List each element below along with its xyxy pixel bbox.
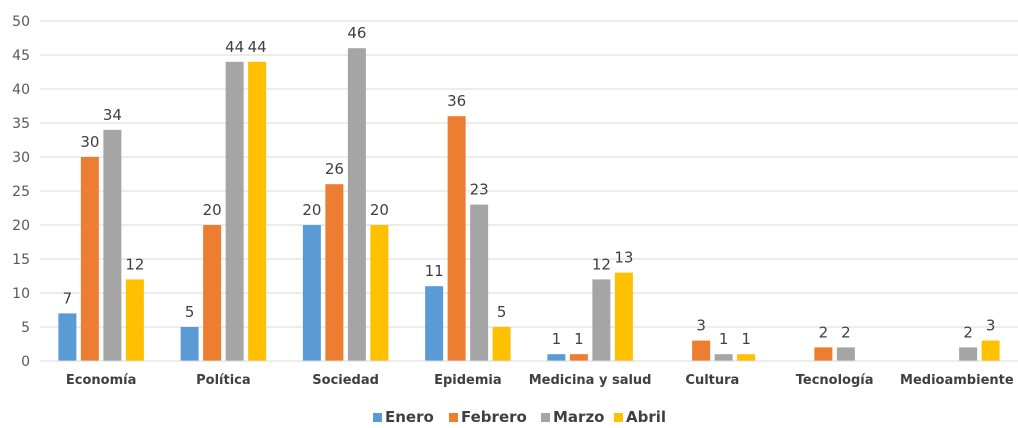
data-label: 3 — [696, 317, 706, 335]
data-label: 3 — [986, 317, 996, 335]
bar — [325, 184, 344, 361]
data-label: 2 — [819, 323, 829, 341]
bar — [203, 225, 222, 361]
y-tick-label: 10 — [12, 286, 30, 302]
category-label: Política — [196, 373, 251, 388]
data-label: 1 — [719, 330, 729, 348]
bars — [58, 48, 1000, 362]
y-tick-label: 20 — [12, 218, 30, 234]
bar — [547, 354, 566, 361]
data-label: 23 — [470, 181, 489, 199]
data-label: 2 — [841, 323, 851, 341]
legend-entry: Marzo — [553, 408, 604, 426]
data-label: 44 — [248, 38, 267, 56]
bar — [737, 354, 756, 361]
data-label: 12 — [592, 255, 611, 273]
data-label: 1 — [574, 330, 584, 348]
bar — [981, 340, 1000, 361]
data-label: 46 — [347, 24, 366, 42]
y-tick-label: 0 — [21, 354, 30, 370]
data-label: 30 — [80, 133, 99, 151]
bar — [470, 204, 489, 361]
legend: Enero Febrero Marzo Abril — [373, 408, 666, 426]
y-tick-label: 35 — [12, 116, 30, 132]
category-label: Sociedad — [312, 373, 379, 388]
data-label: 20 — [203, 201, 222, 219]
data-label: 12 — [125, 255, 144, 273]
bar — [80, 157, 99, 361]
bar — [569, 354, 588, 361]
category-label: Economía — [66, 373, 136, 388]
bar — [592, 279, 611, 361]
category-labels: Economía Política Sociedad Epidemia Medicina… — [66, 373, 1014, 388]
data-label: 20 — [370, 201, 389, 219]
data-label: 7 — [63, 289, 73, 307]
data-label: 26 — [325, 160, 344, 178]
legend-swatch — [373, 413, 382, 422]
bar — [125, 279, 144, 361]
data-label: 11 — [425, 262, 444, 280]
data-label: 1 — [552, 330, 562, 348]
data-label: 44 — [225, 38, 244, 56]
legend-entry: Febrero — [461, 408, 527, 426]
data-label: 5 — [185, 303, 195, 321]
y-tick-label: 25 — [12, 184, 30, 200]
legend-entry: Enero — [385, 408, 434, 426]
y-tick-label: 30 — [12, 150, 30, 166]
y-axis-ticks: 0 5 10 15 20 25 30 35 40 45 50 — [12, 14, 30, 370]
bar — [225, 61, 244, 362]
bar — [347, 48, 366, 361]
legend-swatch — [541, 413, 550, 422]
category-label: Epidemia — [434, 373, 502, 388]
data-label: 36 — [447, 92, 466, 110]
legend-entry: Abril — [626, 408, 666, 426]
bar — [836, 347, 855, 361]
data-label: 5 — [497, 303, 507, 321]
bar — [302, 225, 321, 361]
legend-swatch — [614, 413, 623, 422]
bar — [959, 347, 978, 361]
bar — [692, 340, 711, 361]
y-tick-label: 5 — [21, 320, 30, 336]
bar — [447, 116, 466, 361]
data-label: 2 — [963, 323, 973, 341]
data-label: 13 — [614, 249, 633, 267]
bar — [614, 272, 633, 361]
category-label: Medioambiente — [900, 373, 1014, 388]
bar — [248, 61, 267, 362]
data-label: 34 — [103, 106, 122, 124]
bar — [103, 129, 122, 361]
legend-swatch — [449, 413, 458, 422]
category-label: Cultura — [685, 373, 739, 388]
category-label: Tecnología — [796, 373, 874, 388]
data-label: 20 — [302, 201, 321, 219]
bar — [58, 313, 77, 361]
category-label: Medicina y salud — [529, 373, 652, 388]
y-tick-label: 40 — [12, 82, 30, 98]
bar — [714, 354, 733, 361]
gridlines — [40, 20, 1018, 328]
y-tick-label: 45 — [12, 48, 30, 64]
bar — [370, 225, 389, 361]
y-tick-label: 15 — [12, 252, 30, 268]
data-label: 1 — [741, 330, 751, 348]
bar — [814, 347, 833, 361]
bar — [180, 327, 199, 361]
bar — [425, 286, 444, 361]
bar — [492, 327, 511, 361]
y-tick-label: 50 — [12, 14, 30, 30]
